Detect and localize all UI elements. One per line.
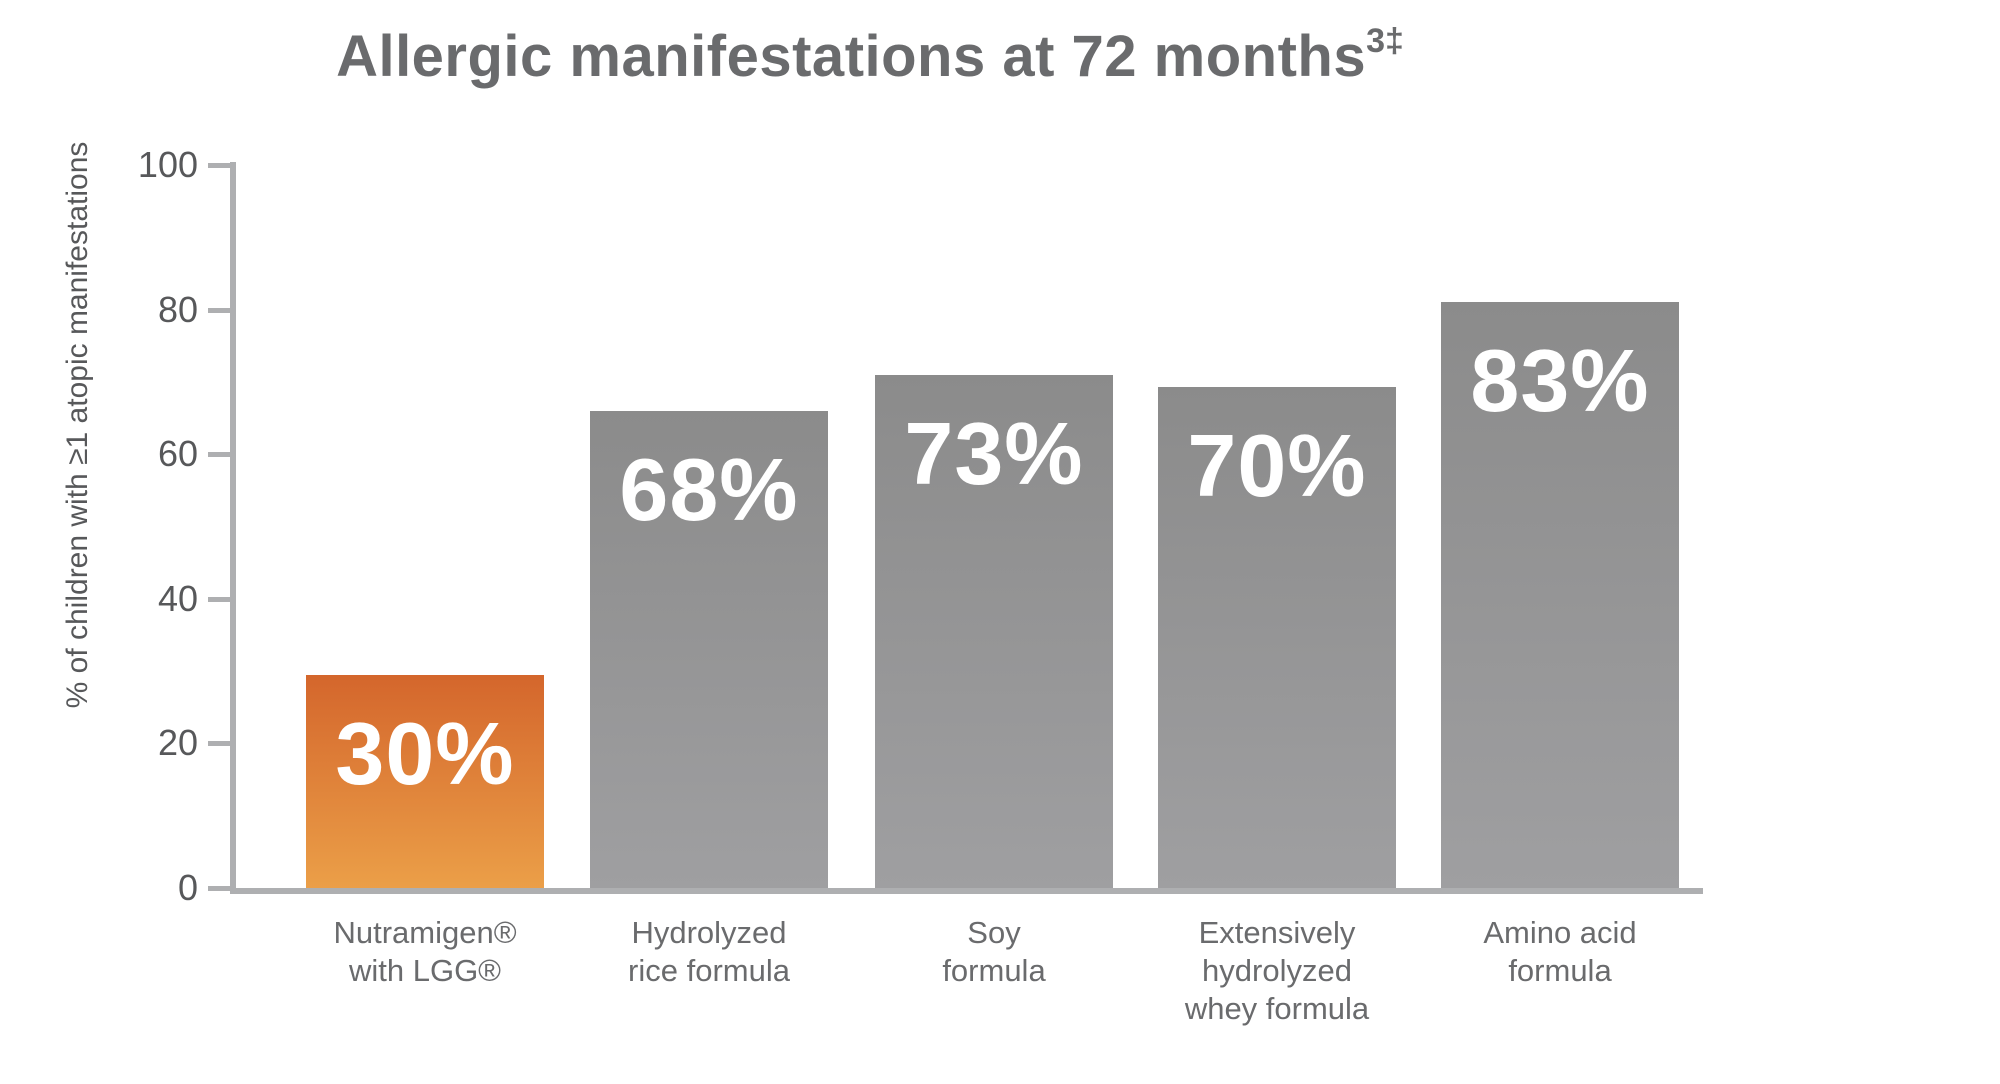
y-tick-label: 20	[157, 722, 198, 763]
chart-title-superscript: 3‡	[1366, 22, 1404, 60]
bar-amino-acid-formula: 83%	[1441, 302, 1679, 888]
category-line: hydrolyzed	[1202, 953, 1352, 988]
tick-mark	[208, 885, 230, 891]
y-tick-label: 80	[157, 289, 198, 330]
category-label-extensively-hydrolyzed-whey-formula: Extensively hydrolyzed whey formula	[1118, 914, 1436, 1028]
bar-hydrolyzed-rice-formula: 68%	[590, 410, 828, 888]
tick-mark	[208, 596, 230, 602]
category-label-amino-acid-formula: Amino acid formula	[1401, 914, 1719, 990]
y-tick-60: 60	[60, 433, 230, 474]
category-line: Extensively	[1198, 915, 1356, 950]
category-line: Nutramigen®	[333, 915, 517, 950]
y-axis-line	[230, 162, 236, 891]
bar-nutramigen-with-lgg: 30%	[306, 674, 544, 888]
category-line: formula	[942, 953, 1046, 988]
bar-value-label: 68%	[619, 439, 799, 539]
category-line: whey formula	[1184, 991, 1370, 1026]
category-line: with LGG®	[348, 953, 502, 988]
chart-title: Allergic manifestations at 72 months3‡	[0, 22, 1740, 90]
y-tick-label: 40	[157, 578, 198, 619]
y-tick-label: 100	[137, 144, 198, 185]
category-label-soy-formula: Soy formula	[835, 914, 1153, 990]
tick-mark	[208, 307, 230, 313]
y-tick-100: 100	[60, 144, 230, 185]
y-tick-label: 60	[157, 433, 198, 474]
bar-value-label: 83%	[1470, 331, 1650, 431]
plot-area: 30% 68% 73% 70% 83%	[236, 165, 1703, 888]
category-line: Hydrolyzed	[631, 915, 787, 950]
tick-mark	[208, 162, 230, 168]
y-tick-20: 20	[60, 722, 230, 763]
y-axis-label: % of children with ≥1 atopic manifestati…	[61, 141, 94, 709]
bar-extensively-hydrolyzed-whey-formula: 70%	[1158, 386, 1396, 888]
category-line: rice formula	[628, 953, 790, 988]
chart-title-text: Allergic manifestations at 72 months	[336, 24, 1367, 89]
category-line: Soy	[967, 915, 1021, 950]
y-tick-80: 80	[60, 289, 230, 330]
bar-soy-formula: 73%	[875, 374, 1113, 888]
category-line: formula	[1508, 953, 1612, 988]
y-tick-label: 0	[177, 867, 198, 908]
bar-value-label: 70%	[1187, 415, 1367, 515]
x-axis-line	[230, 888, 1703, 894]
tick-mark	[208, 740, 230, 746]
category-label-hydrolyzed-rice-formula: Hydrolyzed rice formula	[550, 914, 868, 990]
bar-value-label: 73%	[904, 403, 1084, 503]
bar-value-label: 30%	[335, 703, 515, 803]
category-label-nutramigen-with-lgg: Nutramigen® with LGG®	[266, 914, 584, 990]
tick-mark	[208, 451, 230, 457]
y-tick-40: 40	[60, 578, 230, 619]
category-line: Amino acid	[1483, 915, 1637, 950]
y-tick-0: 0	[60, 867, 230, 908]
